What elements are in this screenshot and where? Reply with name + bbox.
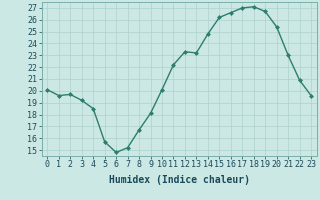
X-axis label: Humidex (Indice chaleur): Humidex (Indice chaleur) xyxy=(109,175,250,185)
